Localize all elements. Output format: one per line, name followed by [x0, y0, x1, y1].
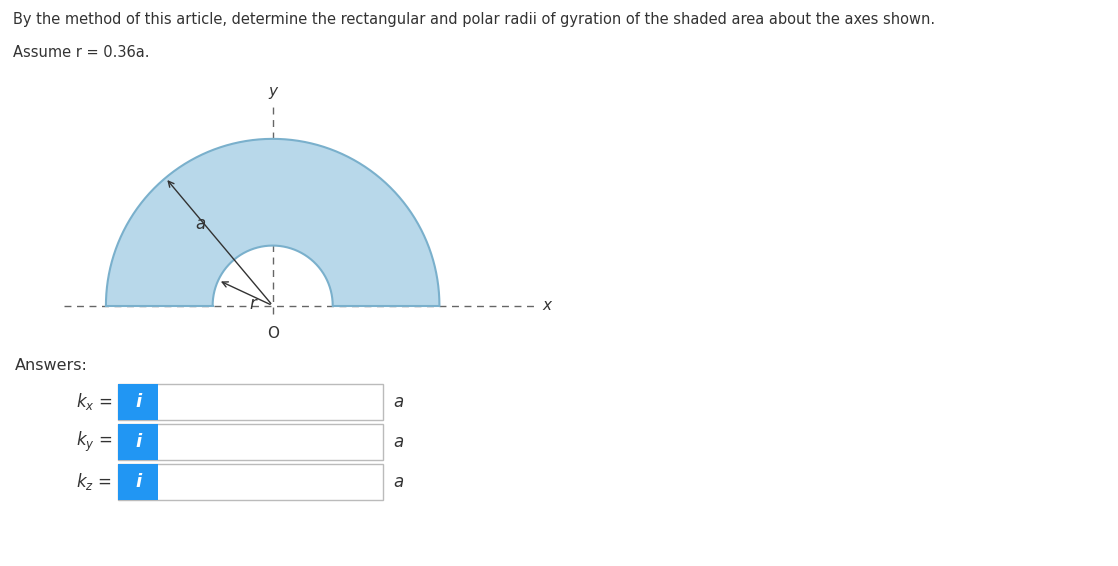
Text: $k_y$ =: $k_y$ =: [76, 430, 112, 454]
Bar: [119, 384, 383, 420]
Polygon shape: [106, 139, 439, 306]
Text: Answers:: Answers:: [15, 358, 88, 373]
Text: $k_x$ =: $k_x$ =: [76, 392, 112, 413]
Text: a: a: [196, 216, 206, 233]
Bar: [119, 464, 383, 500]
Text: r: r: [249, 295, 256, 313]
Text: a: a: [394, 473, 404, 491]
Text: i: i: [135, 433, 141, 451]
Bar: [119, 424, 383, 460]
Text: By the method of this article, determine the rectangular and polar radii of gyra: By the method of this article, determine…: [13, 12, 936, 28]
Bar: [119, 424, 158, 460]
Text: i: i: [135, 473, 141, 491]
Text: a: a: [394, 393, 404, 411]
Text: a: a: [394, 433, 404, 451]
Text: x: x: [543, 298, 552, 313]
Text: $k_z$ =: $k_z$ =: [76, 471, 112, 492]
Bar: [119, 464, 158, 500]
Text: O: O: [267, 325, 278, 341]
Text: Assume r = 0.36a.: Assume r = 0.36a.: [13, 45, 150, 61]
Text: i: i: [135, 393, 141, 411]
Text: y: y: [268, 84, 277, 99]
Bar: [119, 384, 158, 420]
